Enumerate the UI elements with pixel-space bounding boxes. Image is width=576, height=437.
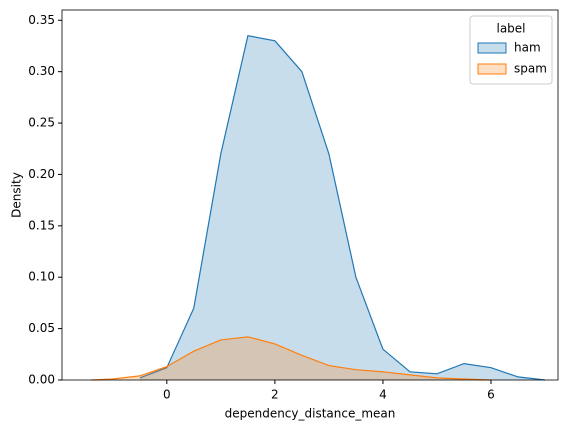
x-tick-label: 2	[271, 388, 279, 402]
legend-title: label	[496, 22, 525, 36]
y-tick-label: 0.00	[28, 373, 55, 387]
density-area	[139, 35, 546, 380]
x-tick-label: 0	[163, 388, 171, 402]
y-tick-label: 0.15	[28, 218, 55, 232]
y-tick-label: 0.20	[28, 167, 55, 181]
legend-label: spam	[514, 62, 547, 76]
density-line	[139, 35, 546, 381]
legend-label: ham	[514, 41, 541, 55]
y-tick-label: 0.10	[28, 270, 55, 284]
x-tick-label: 4	[379, 388, 387, 402]
x-axis-label: dependency_distance_mean	[225, 407, 396, 421]
y-tick-label: 0.05	[28, 321, 55, 335]
y-tick-label: 0.35	[28, 13, 55, 27]
x-tick-label: 6	[487, 388, 495, 402]
legend-swatch	[477, 42, 507, 54]
legend-swatch	[477, 63, 507, 75]
legend-box	[469, 15, 553, 85]
y-tick-label: 0.25	[28, 116, 55, 130]
y-tick-label: 0.30	[28, 64, 55, 78]
y-axis-label: Density	[10, 172, 24, 218]
density-line	[91, 336, 492, 381]
plot-frame	[61, 9, 559, 381]
density-area	[91, 336, 491, 380]
